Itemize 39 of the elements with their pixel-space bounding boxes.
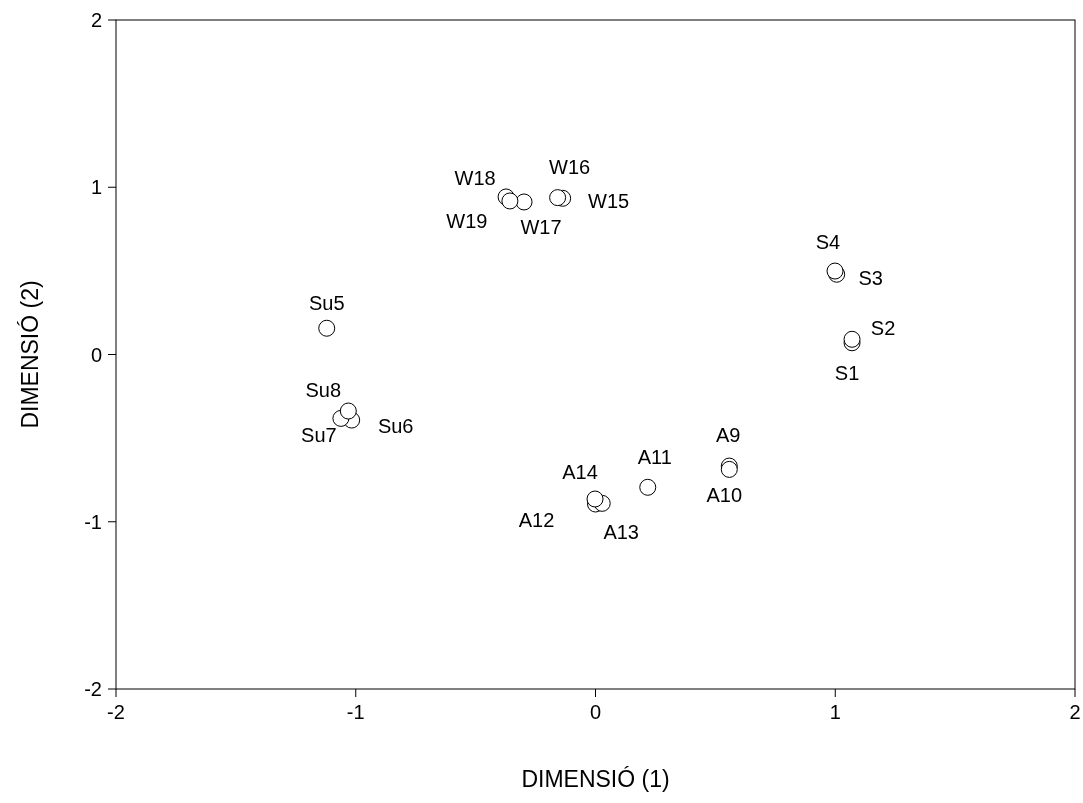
annotation: Su6	[377, 415, 414, 438]
annotation: Su7	[301, 424, 337, 447]
annotation: A10	[706, 484, 743, 507]
point	[501, 192, 519, 210]
annotation: W16	[549, 155, 591, 178]
x-tick-label: 2	[1069, 701, 1081, 723]
annotation: A11	[637, 446, 672, 469]
annotation: A9	[716, 424, 741, 447]
point	[586, 490, 604, 508]
point	[639, 478, 657, 496]
annotation: W18	[454, 166, 496, 189]
annotation: W15	[588, 190, 630, 213]
x-tick-label: 0	[589, 701, 602, 723]
x-axis-title: DIMENSIÓ (1)	[521, 766, 670, 792]
y-axis-title: DIMENSIÓ (2)	[17, 280, 43, 429]
x-tick-label: -2	[107, 701, 125, 723]
annotation: S2	[870, 317, 896, 340]
x-tick-label: -1	[346, 701, 365, 723]
point	[549, 189, 567, 207]
annotation: Su8	[305, 379, 342, 402]
point	[515, 193, 533, 211]
y-tick-label: 2	[90, 9, 102, 31]
annotation: Su5	[308, 292, 345, 315]
annotation: W17	[520, 215, 562, 238]
point	[318, 319, 336, 337]
x-tick-label: 1	[829, 701, 841, 723]
annotation: S1	[834, 361, 860, 384]
annotation: A13	[603, 521, 640, 544]
annotation: A12	[518, 509, 555, 532]
y-tick-label: 0	[90, 343, 102, 366]
y-tick-label: -1	[84, 510, 102, 533]
annotation: S4	[815, 231, 841, 254]
point	[843, 330, 861, 348]
annotation: W19	[446, 209, 488, 232]
point	[339, 402, 357, 420]
y-tick-label: -2	[84, 678, 102, 700]
annotation: A14	[562, 461, 598, 483]
y-tick-label: 1	[90, 176, 102, 199]
annotation: S3	[858, 267, 883, 290]
